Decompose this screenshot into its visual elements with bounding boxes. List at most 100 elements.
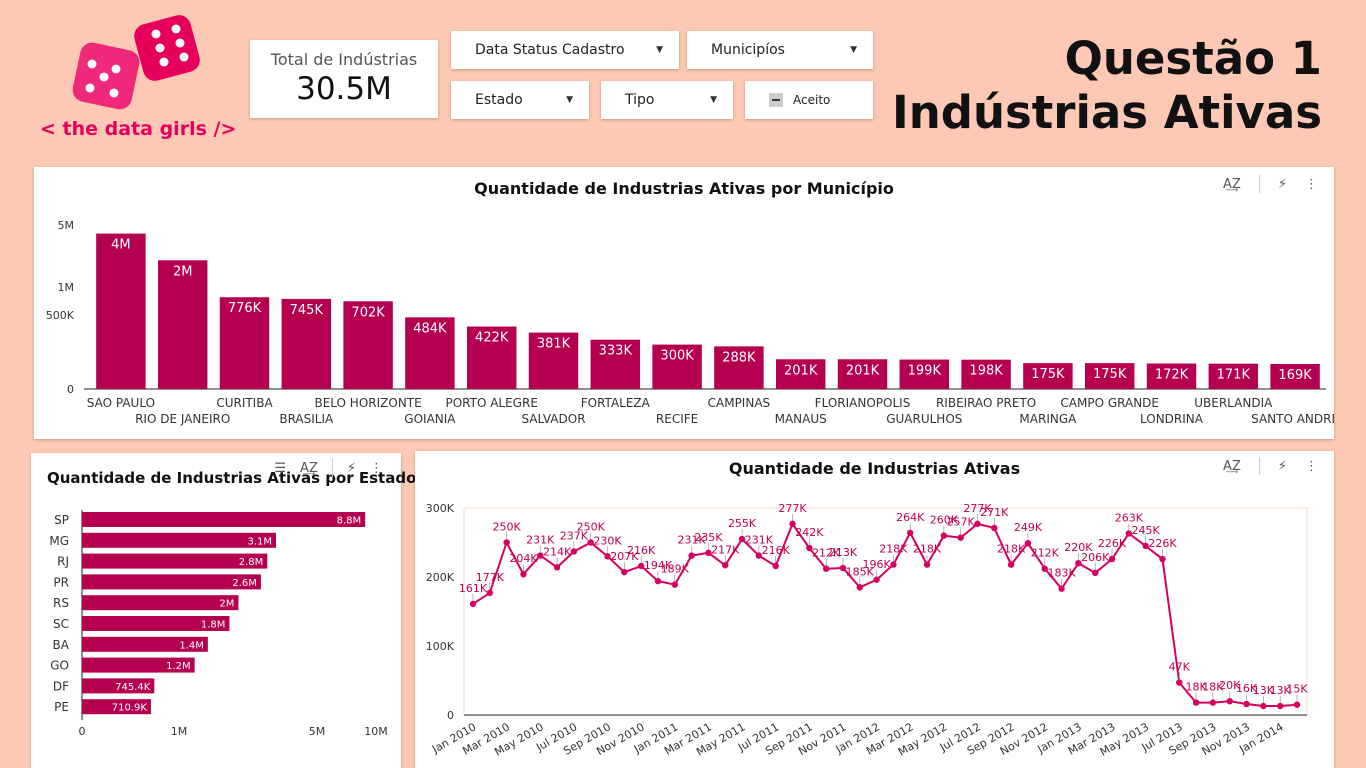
- estado-category-label: RS: [53, 596, 69, 610]
- tune-icon[interactable]: ☰: [274, 460, 287, 476]
- series-point: [722, 562, 729, 569]
- point-data-label: 13K: [1253, 684, 1275, 697]
- point-data-label: 18K: [1185, 681, 1207, 694]
- total-industries-scorecard: Total de Indústrias 30.5M: [250, 40, 438, 118]
- point-data-label: 207K: [610, 550, 639, 563]
- point-data-label: 250K: [493, 521, 522, 534]
- estado-data-label: 1.8M: [201, 620, 226, 631]
- municipio-chart-tools: A͢Z ⚡ ⋮: [1223, 175, 1318, 193]
- caret-down-icon: ▼: [710, 95, 717, 105]
- municipio-category-label: CURITIBA: [216, 396, 273, 410]
- estado-data-label: 2M: [219, 599, 234, 610]
- filter-data-status[interactable]: Data Status Cadastro ▼: [451, 31, 679, 69]
- point-data-label: 263K: [1115, 512, 1144, 525]
- sort-az-icon[interactable]: A͢Z: [1223, 176, 1241, 192]
- municipio-bar: [219, 297, 270, 389]
- y-tick-label: 100K: [426, 640, 455, 653]
- municipio-data-label: 201K: [784, 363, 818, 378]
- point-data-label: 20K: [1219, 679, 1241, 692]
- series-point: [940, 532, 948, 539]
- estado-bar: [82, 636, 208, 652]
- municipio-data-label: 171K: [1217, 368, 1251, 383]
- series-point: [1243, 700, 1250, 708]
- municipio-data-label: 484K: [413, 321, 447, 336]
- more-vert-icon[interactable]: ⋮: [370, 460, 383, 476]
- municipio-bar: [1208, 363, 1259, 389]
- series-point: [1159, 555, 1166, 563]
- point-data-label: 194K: [644, 559, 673, 572]
- more-vert-icon[interactable]: ⋮: [1305, 458, 1318, 474]
- estado-chart-tools: ☰ A͢Z ⚡ ⋮: [274, 459, 383, 477]
- municipio-category-label: LONDRINA: [1140, 412, 1204, 426]
- page-title-line2: Indústrias Ativas: [891, 86, 1322, 139]
- estado-category-label: PR: [53, 575, 69, 589]
- municipio-bar: [837, 359, 888, 389]
- municipio-data-label: 169K: [1278, 368, 1312, 383]
- municipio-bar: [1270, 363, 1320, 389]
- estado-chart-title: Quantidade de Industrias Ativas por Esta…: [47, 469, 417, 487]
- more-vert-icon[interactable]: ⋮: [1305, 176, 1318, 192]
- series-point: [1108, 555, 1116, 563]
- filter-estado[interactable]: Estado ▼: [451, 81, 589, 119]
- checkbox-indeterminate-icon[interactable]: [769, 93, 783, 107]
- sort-az-icon[interactable]: A͢Z: [1223, 458, 1241, 474]
- municipio-bar: [961, 359, 1011, 389]
- series-point: [1226, 698, 1233, 705]
- municipio-data-label: 198K: [969, 364, 1003, 379]
- point-data-label: 231K: [678, 534, 707, 547]
- lightning-icon[interactable]: ⚡: [1277, 458, 1287, 474]
- lightning-icon[interactable]: ⚡: [1277, 176, 1287, 192]
- municipio-category-label: UBERLANDIA: [1194, 396, 1273, 410]
- point-data-label: 271K: [980, 506, 1009, 519]
- point-data-label: 16K: [1236, 682, 1258, 695]
- estado-category-label: MG: [49, 534, 69, 548]
- point-data-label: 220K: [1064, 541, 1093, 554]
- filter-aceito-checkbox[interactable]: Aceito: [745, 81, 873, 119]
- estado-data-label: 1.2M: [166, 661, 191, 672]
- lightning-icon[interactable]: ⚡: [346, 460, 356, 476]
- municipio-bar: [714, 346, 764, 389]
- series-point: [654, 577, 662, 585]
- point-data-label: 277K: [963, 502, 992, 515]
- point-data-label: 218K: [913, 543, 942, 556]
- point-data-label: 260K: [930, 514, 959, 527]
- series-point: [1125, 530, 1133, 537]
- municipio-category-label: SANTO ANDRE: [1251, 412, 1334, 426]
- series-point: [1142, 542, 1149, 550]
- timeline-chart-title: Quantidade de Industrias Ativas: [728, 459, 1021, 478]
- point-data-label: 206K: [1081, 551, 1110, 564]
- municipio-data-label: 175K: [1031, 367, 1065, 382]
- filter-estado-label: Estado: [475, 92, 523, 108]
- series-point: [1007, 561, 1015, 568]
- timeline-chart-tools: A͢Z ⚡ ⋮: [1223, 457, 1318, 475]
- filter-tipo-label: Tipo: [625, 92, 655, 108]
- filter-municipios[interactable]: Municipíos ▼: [687, 31, 873, 69]
- estado-category-label: RJ: [57, 555, 69, 569]
- filter-tipo[interactable]: Tipo ▼: [601, 81, 733, 119]
- point-data-label: 185K: [846, 565, 875, 578]
- series-point: [1092, 569, 1099, 577]
- sort-az-icon[interactable]: A͢Z: [300, 460, 318, 476]
- x-tick-label: 5M: [309, 725, 326, 738]
- point-data-label: 231K: [526, 534, 555, 547]
- municipio-data-label: 2M: [173, 264, 193, 279]
- series-point: [873, 576, 880, 583]
- point-data-label: 18K: [1202, 681, 1224, 694]
- scorecard-value: 30.5M: [296, 71, 392, 107]
- municipio-category-label: MANAUS: [775, 412, 827, 426]
- municipio-category-label: FORTALEZA: [581, 396, 651, 410]
- series-point: [822, 565, 830, 572]
- filter-municipios-label: Municipíos: [711, 42, 785, 58]
- point-data-label: 226K: [1148, 537, 1177, 550]
- series-point: [1260, 702, 1267, 710]
- point-data-label: 212K: [812, 547, 841, 560]
- estado-data-label: 710.9K: [112, 703, 148, 714]
- municipio-data-label: 4M: [111, 238, 130, 253]
- y-tick-label: 200K: [426, 571, 455, 584]
- municipio-category-label: FLORIANOPOLIS: [815, 396, 911, 410]
- point-data-label: 250K: [577, 521, 606, 534]
- series-point: [570, 548, 578, 555]
- series-point: [705, 549, 712, 557]
- municipio-data-label: 776K: [228, 301, 262, 316]
- series-point: [1058, 585, 1065, 592]
